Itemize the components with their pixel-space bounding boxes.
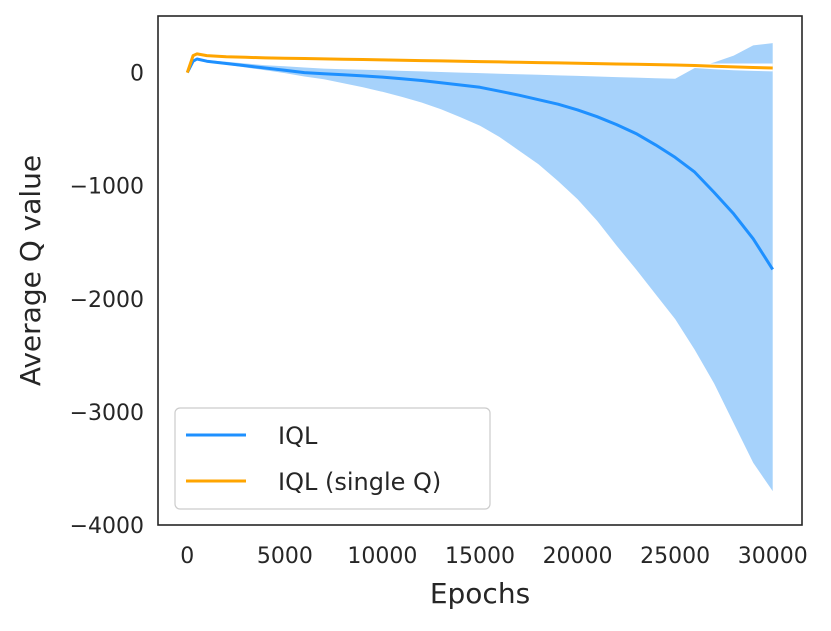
x-axis-ticks: 0 5000 10000 15000 20000 25000 30000 xyxy=(180,544,807,569)
y-tick-label: 0 xyxy=(130,62,144,87)
legend-label-iql-single-q: IQL (single Q) xyxy=(278,468,441,496)
y-tick-label: −3000 xyxy=(70,401,144,426)
y-tick-label: −2000 xyxy=(70,288,144,313)
x-tick-label: 20000 xyxy=(543,544,613,569)
legend-label-iql: IQL xyxy=(278,422,318,450)
x-tick-label: 25000 xyxy=(640,544,710,569)
line-iql xyxy=(185,57,774,271)
plot-frame xyxy=(157,15,803,526)
x-tick-label: 30000 xyxy=(738,544,808,569)
x-tick-label: 0 xyxy=(180,544,194,569)
series-lines xyxy=(185,52,774,271)
y-tick-label: −1000 xyxy=(70,175,144,200)
x-axis-label: Epochs xyxy=(430,577,530,610)
y-tick-label: −4000 xyxy=(70,514,144,539)
legend-box xyxy=(174,407,491,510)
x-tick-label: 15000 xyxy=(445,544,515,569)
line-iql-single-q xyxy=(185,52,773,74)
y-axis-label: Average Q value xyxy=(14,155,47,386)
x-tick-label: 5000 xyxy=(257,544,313,569)
band-iql xyxy=(187,43,773,492)
y-axis-ticks: 0 −1000 −2000 −3000 −4000 xyxy=(70,62,144,539)
legend: IQL IQL (single Q) xyxy=(174,407,491,510)
x-tick-label: 10000 xyxy=(347,544,417,569)
